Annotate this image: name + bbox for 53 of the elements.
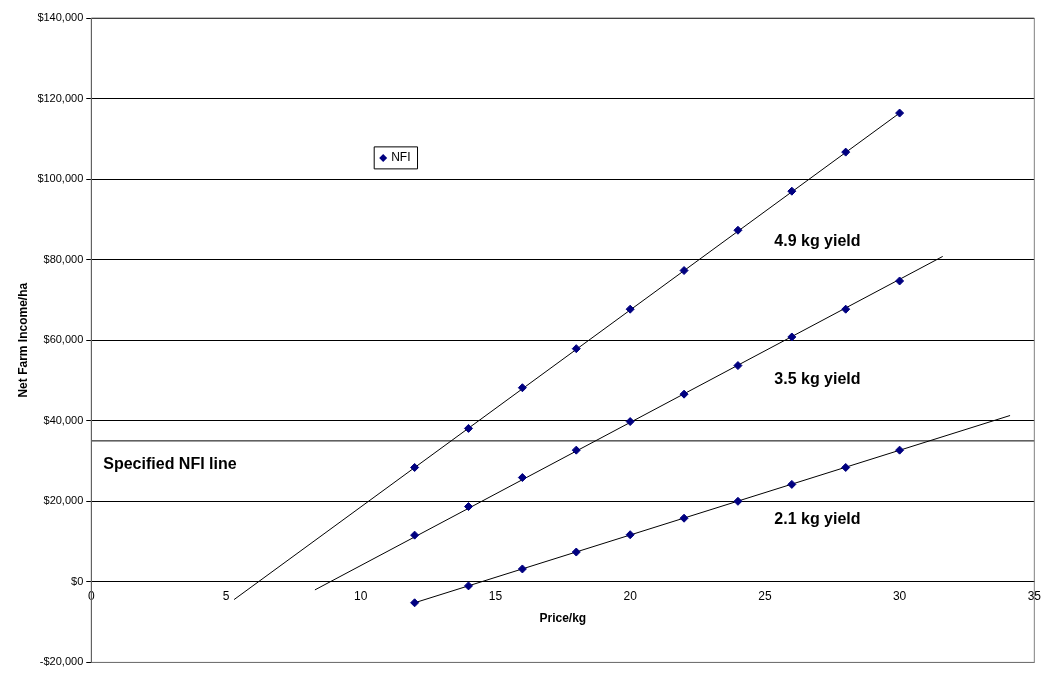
legend-label: NFI: [391, 150, 411, 165]
x-tick-label: 20: [623, 589, 638, 604]
series-label: 3.5 kg yield: [774, 370, 861, 388]
point: [464, 423, 473, 433]
point: [733, 361, 743, 371]
ref-line-label: Specified NFI line: [103, 455, 237, 473]
point: [410, 530, 420, 540]
point: [841, 147, 851, 157]
point: [895, 276, 905, 286]
series-label: 4.9 kg yield: [774, 232, 861, 250]
point: [895, 108, 905, 118]
x-tick-label: 30: [892, 589, 907, 604]
point: [571, 445, 581, 455]
point: [410, 598, 420, 608]
y-tick-label: $20,000: [43, 494, 84, 507]
y-axis-title: Net Farm Income/ha: [15, 282, 30, 398]
y-tick-label: -$20,000: [39, 655, 84, 668]
x-tick-label: 5: [222, 589, 230, 604]
y-tick-label: $140,000: [37, 11, 84, 24]
point: [571, 547, 581, 557]
x-tick-label: 10: [354, 589, 368, 604]
x-tick-label: 15: [488, 589, 503, 604]
x-tick-label: 25: [758, 589, 772, 604]
point: [517, 473, 527, 483]
point: [841, 304, 851, 314]
series-label: 2.1 kg yield: [774, 510, 861, 528]
point: [895, 445, 905, 455]
point: [679, 266, 689, 276]
point: [625, 530, 635, 540]
y-tick-label: $60,000: [43, 333, 84, 346]
point: [464, 581, 473, 591]
point: [787, 479, 797, 489]
x-axis-title: Price/kg: [539, 610, 587, 625]
point: [733, 225, 743, 235]
point: [841, 462, 851, 472]
point: [787, 332, 797, 342]
point: [733, 496, 743, 506]
x-tick-label: 35: [1027, 589, 1042, 604]
point: [679, 513, 689, 523]
y-tick-label: $40,000: [43, 413, 84, 426]
y-tick-label: $0: [71, 574, 84, 587]
y-tick-label: $120,000: [37, 91, 84, 104]
point: [679, 389, 689, 399]
point: [410, 462, 420, 472]
point: [625, 417, 635, 427]
point: [517, 564, 527, 574]
point: [787, 186, 797, 196]
y-tick-label: $100,000: [37, 172, 84, 185]
point: [625, 304, 635, 314]
point: [464, 502, 473, 512]
point: [571, 344, 581, 354]
y-tick-label: $80,000: [43, 252, 84, 265]
point: [517, 383, 527, 393]
